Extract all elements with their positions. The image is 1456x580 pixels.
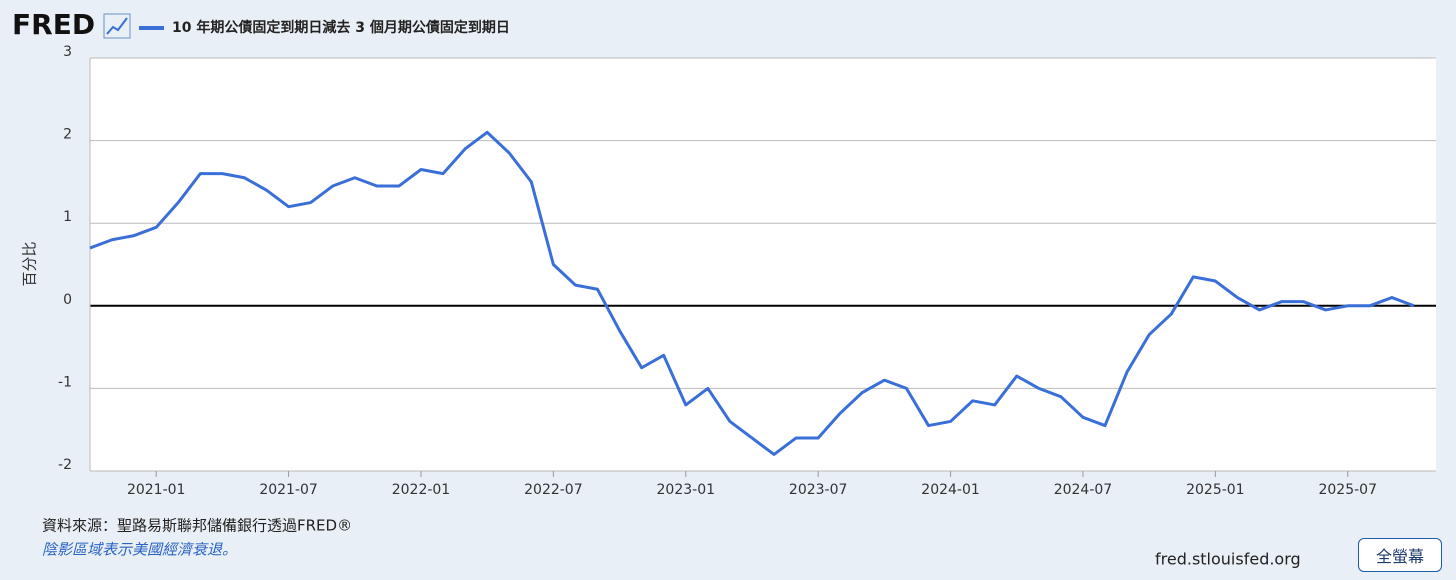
x-tick-label: 2023-01 [657, 482, 716, 498]
x-tick-label: 2024-07 [1054, 482, 1113, 498]
logo-icon [103, 13, 131, 39]
y-tick-label: -1 [58, 374, 72, 390]
source: 資料來源：聖路易斯聯邦儲備銀行透過FRED® [42, 517, 352, 535]
x-tick-label: 2021-01 [127, 482, 186, 498]
legend-label: 10 年期公債固定到期日減去 3 個月期公債固定到期日 [172, 19, 510, 36]
fullscreen-button[interactable]: 全螢幕 [1358, 538, 1442, 572]
y-axis-label: 百分比 [21, 241, 39, 286]
logo-icon-line [106, 17, 128, 35]
site-url: fred.stlouisfed.org [1155, 550, 1301, 569]
y-tick-label: -2 [58, 457, 72, 473]
x-tick-label: 2025-07 [1318, 482, 1377, 498]
data-line [89, 130, 1415, 456]
y-tick-label: 0 [63, 292, 72, 308]
x-tick-label: 2025-01 [1186, 482, 1245, 498]
x-tick-label: 2021-07 [259, 482, 318, 498]
logo: FRED [12, 8, 95, 41]
x-tick-label: 2024-01 [921, 482, 980, 498]
y-tick-label: 3 [63, 44, 72, 60]
x-tick-label: 2023-07 [789, 482, 848, 498]
y-tick-label: 2 [63, 127, 72, 143]
x-tick-label: 2022-01 [392, 482, 451, 498]
plot-area [90, 58, 1436, 471]
x-tick-label: 2022-07 [524, 482, 583, 498]
y-tick-label: 1 [63, 209, 72, 225]
note: 陰影區域表示美國經濟衰退。 [42, 541, 237, 559]
